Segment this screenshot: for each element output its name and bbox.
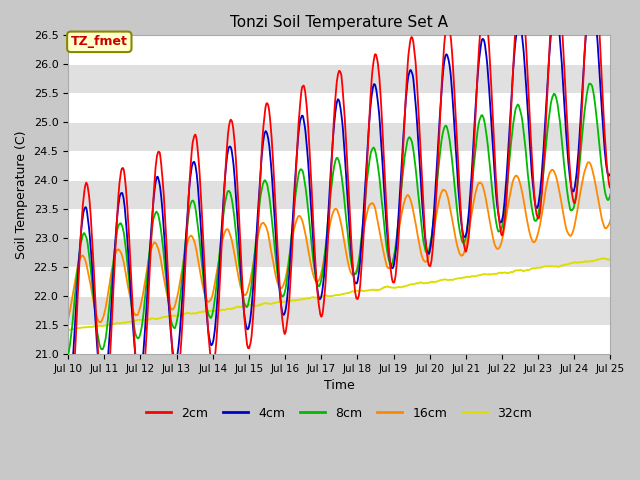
Bar — [68, 238, 611, 267]
Y-axis label: Soil Temperature (C): Soil Temperature (C) — [15, 131, 28, 259]
Text: TZ_fmet: TZ_fmet — [71, 36, 128, 48]
Bar — [68, 151, 611, 180]
Bar — [68, 296, 611, 325]
Bar — [68, 93, 611, 122]
X-axis label: Time: Time — [324, 379, 355, 392]
Bar — [68, 36, 611, 64]
Legend: 2cm, 4cm, 8cm, 16cm, 32cm: 2cm, 4cm, 8cm, 16cm, 32cm — [141, 402, 537, 425]
Bar — [68, 209, 611, 238]
Bar — [68, 122, 611, 151]
Bar — [68, 267, 611, 296]
Title: Tonzi Soil Temperature Set A: Tonzi Soil Temperature Set A — [230, 15, 448, 30]
Bar — [68, 180, 611, 209]
Bar — [68, 325, 611, 354]
Bar — [68, 64, 611, 93]
